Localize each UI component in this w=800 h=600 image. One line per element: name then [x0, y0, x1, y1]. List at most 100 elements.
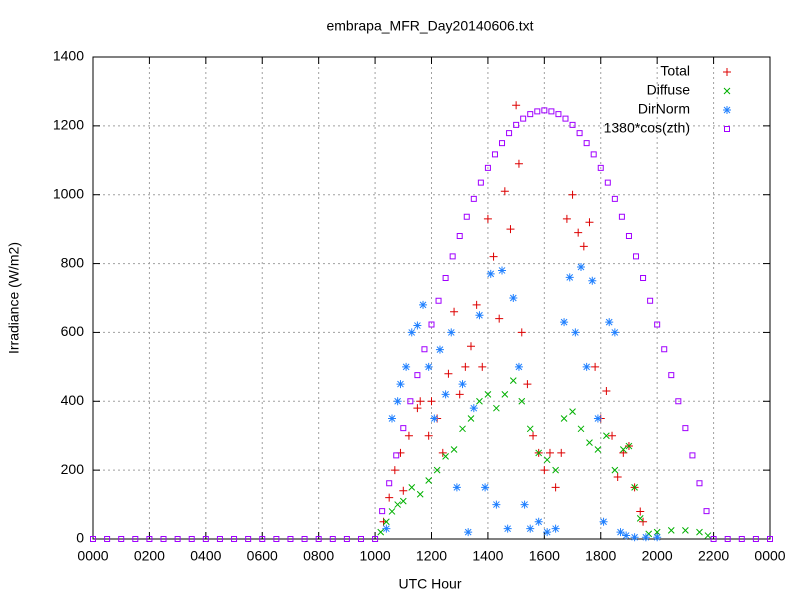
- point: [484, 391, 492, 398]
- point: [301, 536, 308, 542]
- point: [576, 130, 583, 137]
- point: [467, 415, 475, 422]
- point: [491, 151, 498, 158]
- point: [618, 213, 625, 220]
- x-tick-label: 1400: [472, 548, 503, 564]
- point: [520, 115, 527, 122]
- point: [555, 111, 562, 118]
- point: [394, 501, 402, 508]
- point: [591, 362, 600, 371]
- y-tick-label: 800: [61, 254, 85, 270]
- point: [545, 448, 554, 457]
- point: [667, 527, 675, 534]
- point: [514, 362, 523, 371]
- point: [466, 342, 475, 351]
- point: [640, 275, 647, 282]
- y-tick-label: 200: [61, 461, 85, 477]
- point: [419, 300, 428, 309]
- point: [188, 536, 195, 542]
- point: [579, 242, 588, 251]
- point: [90, 536, 96, 542]
- legend-marker: [723, 68, 731, 76]
- point: [382, 524, 391, 533]
- point: [611, 195, 618, 202]
- point: [273, 536, 280, 542]
- point: [413, 404, 422, 413]
- point: [548, 108, 555, 115]
- point: [388, 508, 396, 515]
- x-tick-label: 1600: [529, 548, 560, 564]
- point: [444, 369, 453, 378]
- point: [385, 493, 394, 502]
- point: [641, 533, 650, 542]
- point: [506, 130, 513, 137]
- y-axis-label: Irradiance (W/m2): [6, 242, 22, 354]
- x-tick-label: 2200: [698, 548, 729, 564]
- point: [594, 446, 602, 453]
- point: [599, 517, 608, 526]
- point: [442, 275, 449, 282]
- point: [388, 414, 397, 423]
- point: [654, 321, 661, 328]
- point: [442, 453, 449, 460]
- point: [526, 425, 534, 433]
- point: [513, 121, 520, 128]
- point: [472, 300, 481, 309]
- y-tick-label: 600: [61, 323, 85, 339]
- point: [540, 466, 549, 475]
- point: [259, 536, 266, 542]
- x-tick-label: 1800: [585, 548, 616, 564]
- point: [517, 328, 526, 337]
- point: [475, 311, 484, 320]
- point: [512, 101, 521, 110]
- legend-label: Diffuse: [647, 82, 691, 98]
- point: [470, 195, 477, 202]
- point: [402, 362, 411, 371]
- point: [509, 294, 518, 302]
- point: [469, 404, 478, 413]
- point: [608, 431, 617, 440]
- point: [329, 536, 336, 542]
- point: [625, 233, 632, 240]
- y-tick-label: 400: [61, 392, 85, 408]
- point: [639, 517, 648, 526]
- point: [498, 266, 507, 275]
- legend-marker: [723, 87, 731, 95]
- point: [400, 425, 407, 432]
- point: [450, 307, 459, 316]
- point: [377, 528, 385, 536]
- point: [668, 372, 675, 379]
- point: [499, 140, 506, 147]
- point: [430, 414, 439, 423]
- point: [611, 466, 619, 474]
- point: [535, 449, 543, 457]
- point: [433, 466, 441, 474]
- point: [458, 380, 467, 389]
- point: [583, 140, 590, 147]
- point: [590, 151, 597, 158]
- point: [438, 448, 447, 457]
- point: [738, 536, 745, 542]
- point: [562, 214, 571, 223]
- point: [447, 328, 456, 337]
- point: [481, 483, 490, 492]
- x-tick-label: 0800: [303, 548, 334, 564]
- legend-label: Total: [660, 63, 690, 79]
- point: [202, 536, 209, 542]
- point: [710, 536, 717, 542]
- point: [461, 362, 470, 371]
- point: [605, 318, 614, 327]
- point: [588, 276, 597, 285]
- point: [653, 528, 661, 536]
- point: [509, 377, 517, 384]
- point: [231, 536, 238, 542]
- point: [245, 536, 252, 542]
- point: [602, 386, 611, 395]
- point: [393, 452, 400, 459]
- point: [682, 425, 689, 432]
- point: [543, 456, 551, 464]
- point: [562, 115, 569, 122]
- point: [574, 228, 583, 237]
- point: [414, 372, 421, 379]
- point: [493, 404, 500, 412]
